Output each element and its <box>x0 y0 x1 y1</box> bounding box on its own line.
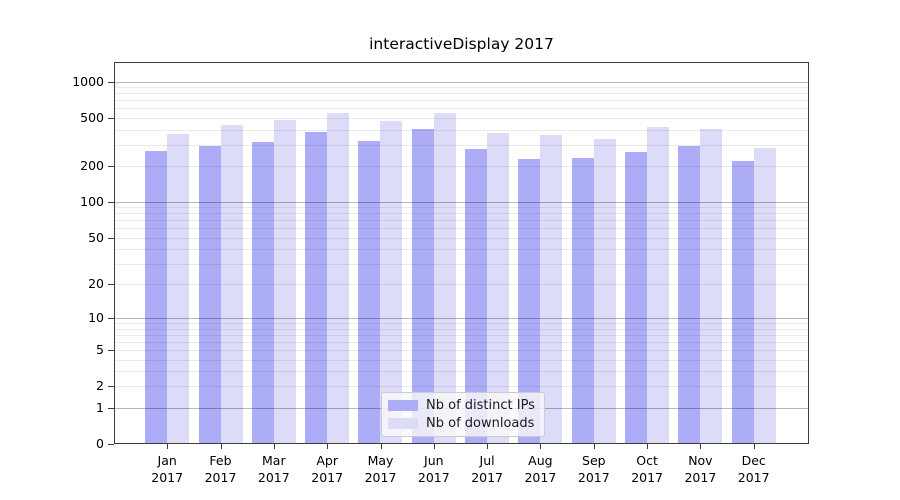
bar-downloads-jan <box>167 134 190 443</box>
bar-distinct-ips-dec <box>731 161 754 443</box>
bar-distinct-ips-sep <box>571 158 594 443</box>
y-tick-mark-100 <box>108 201 114 203</box>
bar-distinct-ips-nov <box>678 146 701 443</box>
y-tick-mark-5 <box>108 350 114 351</box>
y-tick-label-10: 10 <box>88 310 104 326</box>
legend-label-downloads: Nb of downloads <box>426 416 535 431</box>
x-tick-label-may: May 2017 <box>364 453 397 485</box>
y-tick-label-2: 2 <box>96 378 104 394</box>
y-tick-mark-0 <box>108 444 114 445</box>
x-tick-mark-mar <box>273 444 275 449</box>
bar-downloads-dec <box>753 148 776 443</box>
x-tick-mark-jun <box>433 444 435 449</box>
bars-layer <box>115 63 808 443</box>
x-tick-label-feb: Feb 2017 <box>204 453 237 485</box>
bar-distinct-ips-may <box>358 141 381 443</box>
x-tick-label-jun: Jun 2017 <box>417 453 450 485</box>
y-tick-label-1: 1 <box>96 399 104 415</box>
legend-swatch-distinct-ips <box>388 400 418 411</box>
bar-downloads-mar <box>273 120 296 443</box>
x-tick-label-oct: Oct 2017 <box>631 453 663 485</box>
x-tick-label-sep: Sep 2017 <box>577 453 610 485</box>
x-tick-label-jul: Jul 2017 <box>471 453 503 485</box>
bar-distinct-ips-feb <box>198 146 221 443</box>
x-tick-mark-oct <box>647 444 649 449</box>
y-tick-mark-2 <box>108 386 114 388</box>
x-tick-mark-feb <box>220 444 222 449</box>
legend-label-distinct-ips: Nb of distinct IPs <box>426 398 535 413</box>
plot-area: Nb of distinct IPs Nb of downloads <box>114 62 809 444</box>
x-tick-mark-jan <box>167 444 169 449</box>
legend-entry-distinct-ips: Nb of distinct IPs <box>388 398 538 413</box>
x-tick-label-apr: Apr 2017 <box>311 453 344 485</box>
bar-downloads-may <box>380 121 403 443</box>
y-tick-label-100: 100 <box>80 193 104 209</box>
bar-downloads-feb <box>220 125 243 443</box>
y-tick-mark-1 <box>108 407 114 409</box>
legend-entry-downloads: Nb of downloads <box>388 416 538 431</box>
bar-distinct-ips-jun <box>411 129 434 443</box>
y-tick-mark-10 <box>108 318 114 320</box>
y-tick-label-200: 200 <box>80 157 104 173</box>
x-tick-mark-jul <box>487 444 489 449</box>
x-tick-label-nov: Nov 2017 <box>684 453 717 485</box>
x-tick-mark-may <box>380 444 382 449</box>
x-tick-mark-sep <box>593 444 595 449</box>
bar-distinct-ips-aug <box>518 159 541 443</box>
x-tick-mark-aug <box>540 444 542 449</box>
x-tick-label-mar: Mar 2017 <box>257 453 290 485</box>
y-tick-mark-1000 <box>108 81 114 83</box>
y-tick-mark-200 <box>108 165 114 167</box>
x-tick-label-jan: Jan 2017 <box>151 453 184 485</box>
bar-downloads-nov <box>700 129 723 443</box>
bar-distinct-ips-mar <box>251 142 274 443</box>
bar-distinct-ips-jul <box>465 149 488 443</box>
y-tick-mark-500 <box>108 117 114 119</box>
y-tick-label-50: 50 <box>88 229 104 245</box>
y-tick-mark-20 <box>108 284 114 286</box>
bar-downloads-jul <box>487 133 510 443</box>
x-tick-mark-nov <box>700 444 702 449</box>
x-tick-label-dec: Dec 2017 <box>737 453 770 485</box>
bar-downloads-jun <box>433 113 456 443</box>
x-tick-mark-apr <box>327 444 329 449</box>
x-tick-mark-dec <box>753 444 755 449</box>
bar-downloads-aug <box>540 135 563 443</box>
legend-swatch-downloads <box>388 418 418 429</box>
x-tick-label-aug: Aug 2017 <box>524 453 557 485</box>
y-tick-mark-50 <box>108 237 114 239</box>
bar-distinct-ips-oct <box>625 152 648 443</box>
y-tick-label-1000: 1000 <box>72 73 104 89</box>
y-tick-label-0: 0 <box>96 436 104 451</box>
bar-downloads-sep <box>593 139 616 443</box>
y-tick-label-5: 5 <box>96 342 104 357</box>
bar-distinct-ips-apr <box>305 132 328 443</box>
y-tick-label-500: 500 <box>80 109 104 125</box>
bar-downloads-apr <box>327 113 350 443</box>
chart-title: interactiveDisplay 2017 <box>369 35 554 53</box>
legend: Nb of distinct IPs Nb of downloads <box>381 392 545 437</box>
bar-downloads-oct <box>647 127 670 443</box>
y-tick-label-20: 20 <box>88 276 104 292</box>
bar-distinct-ips-jan <box>145 151 168 443</box>
